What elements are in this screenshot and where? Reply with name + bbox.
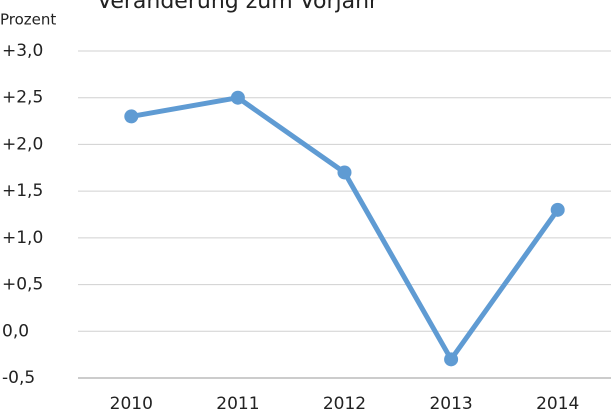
x-tick-label: 2014	[536, 394, 579, 414]
data-point	[444, 352, 459, 367]
y-tick-label: +1,0	[2, 228, 43, 248]
chart-title: Veränderung zum Vorjahr	[97, 0, 379, 14]
data-line	[130, 95, 560, 362]
y-tick-label: +0,5	[2, 275, 43, 295]
x-tick-label: 2010	[110, 394, 153, 414]
y-tick-label: +1,5	[2, 181, 43, 201]
data-point	[230, 90, 245, 105]
x-tick-label: 2013	[429, 394, 472, 414]
x-tick-label: 2011	[216, 394, 259, 414]
y-tick-label: -0,5	[2, 368, 35, 388]
y-tick-label: +2,5	[2, 88, 43, 108]
y-tick-label: +2,0	[2, 134, 43, 154]
data-point	[337, 165, 352, 180]
y-tick-label: +3,0	[2, 41, 43, 61]
y-axis-label: Prozent	[0, 11, 56, 29]
data-point	[550, 202, 565, 217]
data-point	[124, 109, 139, 124]
y-tick-label: 0,0	[2, 321, 29, 341]
x-tick-label: 2012	[323, 394, 366, 414]
